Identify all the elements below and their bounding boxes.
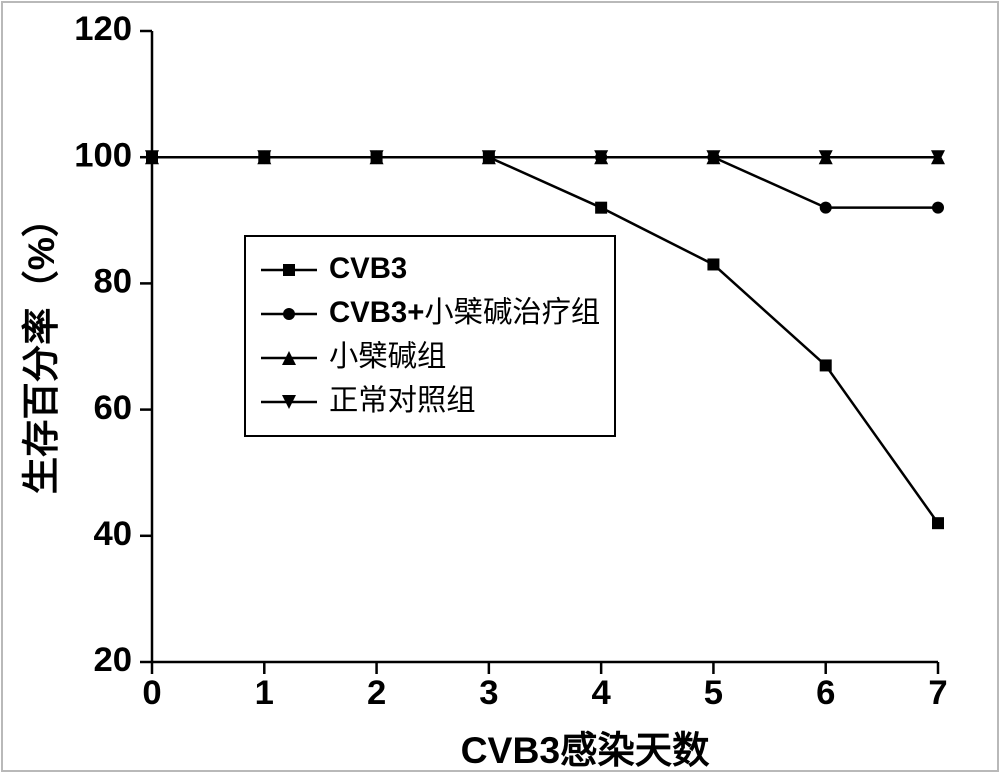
svg-text:5: 5 [704, 674, 723, 712]
svg-text:40: 40 [93, 515, 132, 553]
svg-text:小檗碱组: 小檗碱组 [329, 340, 446, 373]
svg-text:CVB3: CVB3 [329, 252, 407, 285]
svg-text:100: 100 [74, 136, 132, 174]
svg-text:CVB3+小檗碱治疗组: CVB3+小檗碱治疗组 [329, 296, 600, 329]
svg-text:4: 4 [592, 674, 612, 712]
svg-text:20: 20 [93, 641, 132, 679]
chart-container: { "chart": { "type": "line", "width_px":… [0, 0, 1000, 773]
svg-text:80: 80 [93, 263, 132, 301]
svg-text:6: 6 [816, 674, 835, 712]
survival-chart: 20 40 60 80 100 120 0 1 2 3 4 5 6 7 CVB3 CVB3+小檗碱治疗组小檗碱… [0, 0, 1000, 773]
svg-text:3: 3 [479, 674, 498, 712]
svg-text:2: 2 [367, 674, 386, 712]
x-axis-title: CVB3感染天数 [461, 720, 710, 773]
svg-text:1: 1 [255, 674, 274, 712]
svg-text:60: 60 [93, 389, 132, 427]
svg-text:正常对照组: 正常对照组 [329, 384, 476, 417]
svg-text:7: 7 [928, 674, 947, 712]
y-axis-title: 生存百分率（%） [11, 199, 65, 493]
svg-text:0: 0 [142, 674, 161, 712]
svg-text:120: 120 [74, 10, 132, 48]
